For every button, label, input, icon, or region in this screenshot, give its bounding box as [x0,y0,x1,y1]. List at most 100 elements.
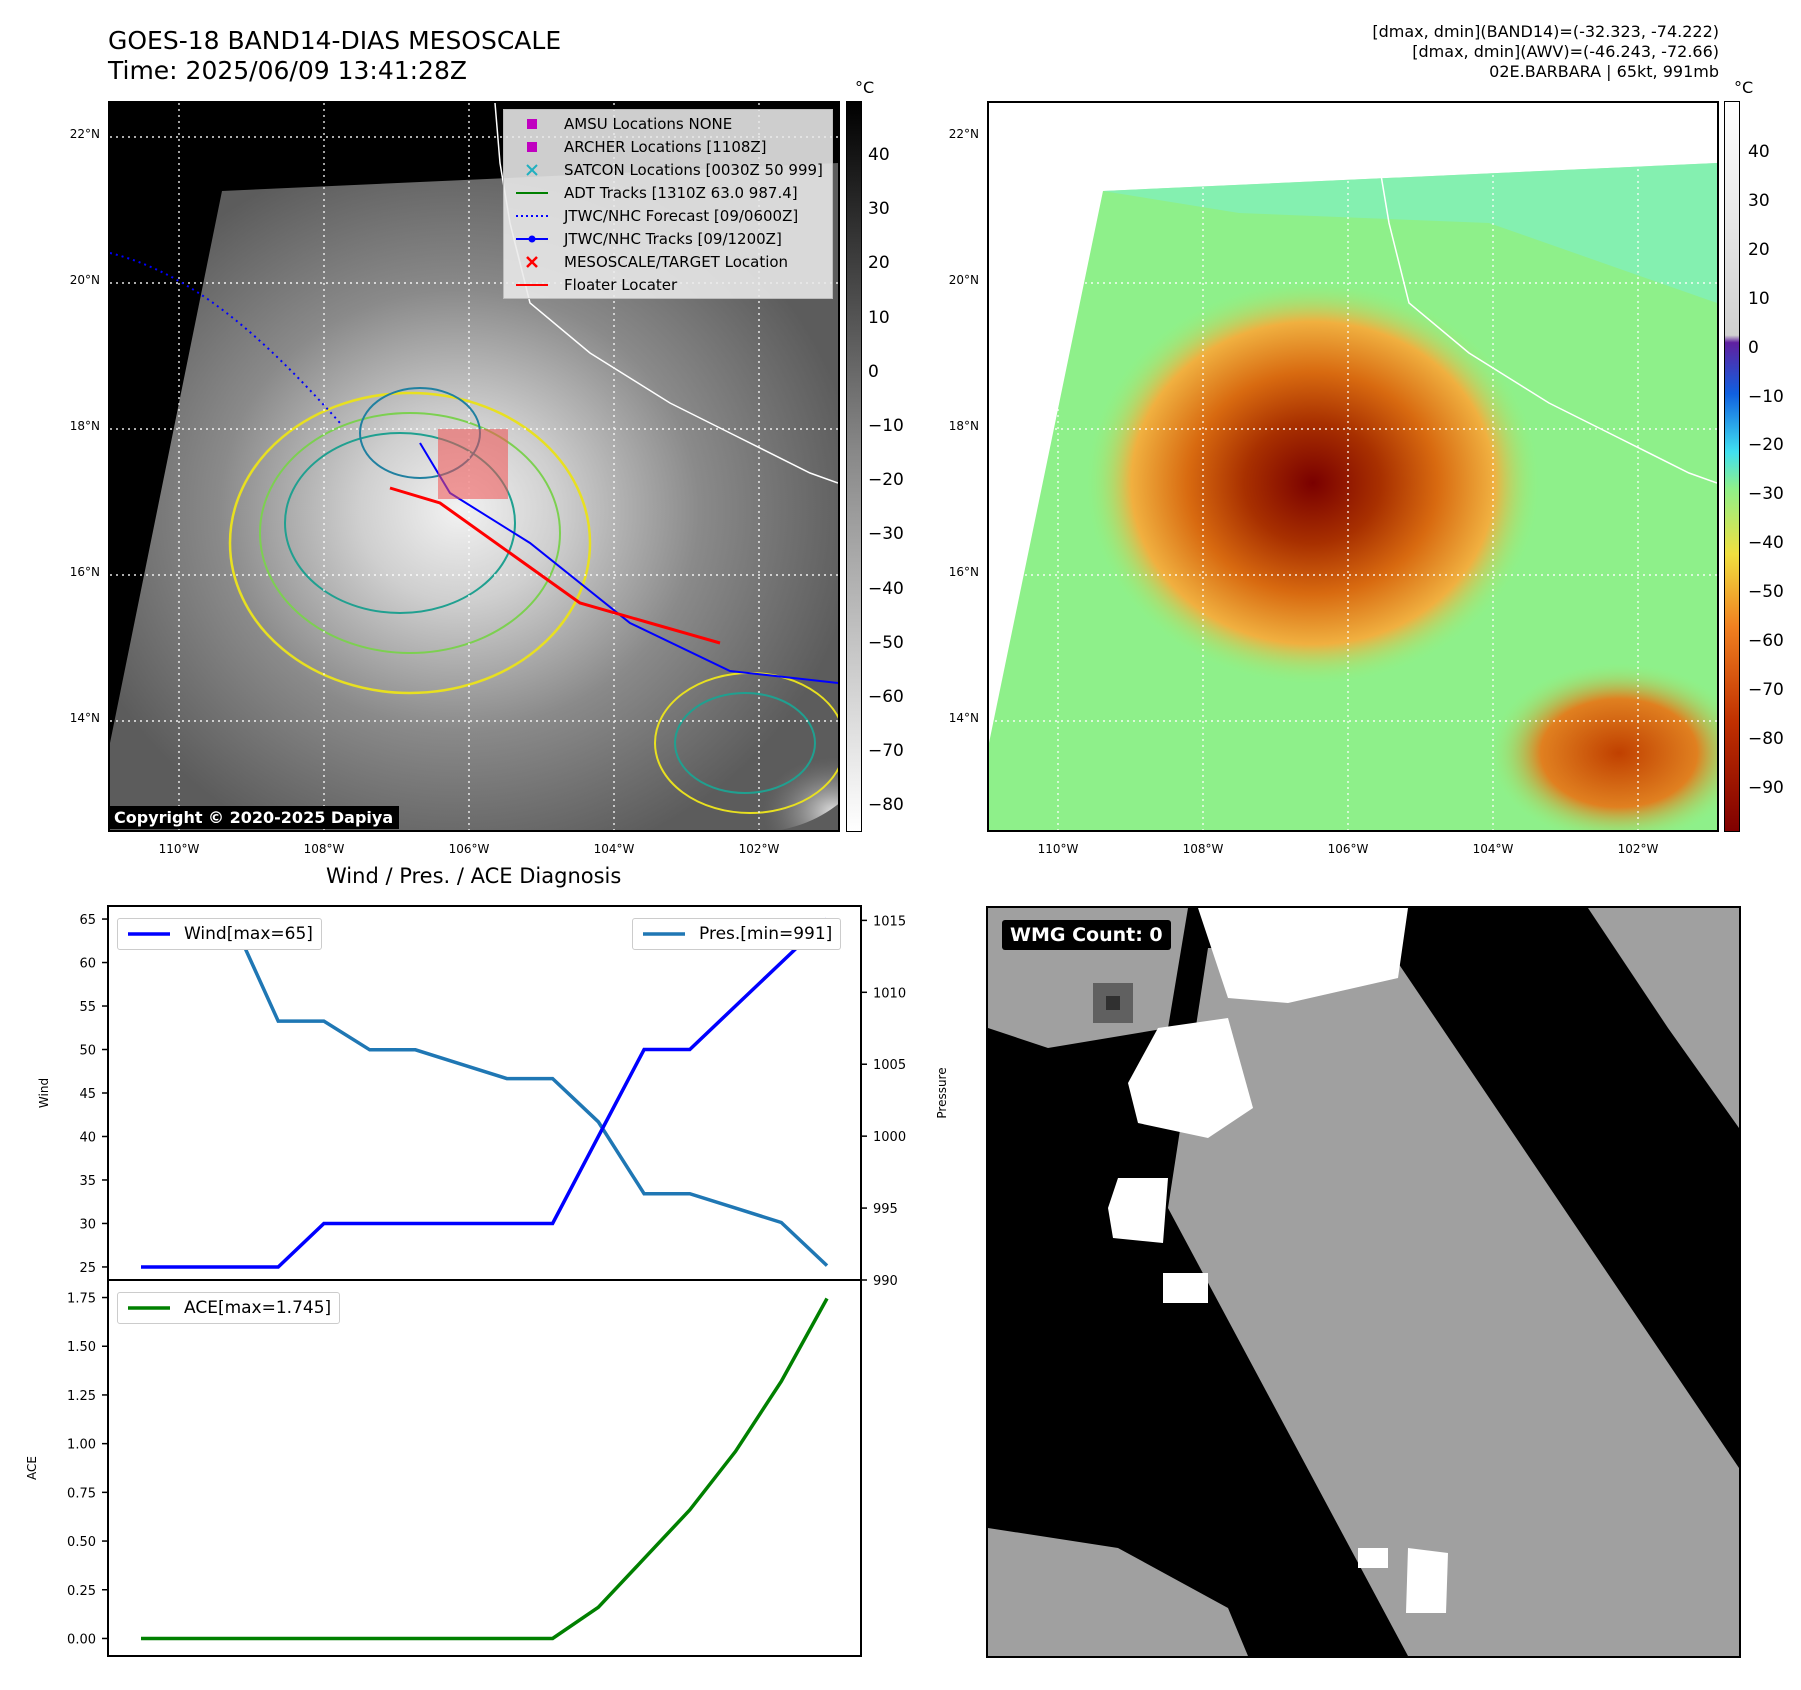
colorbar-tick-label: 20 [868,253,890,274]
white-left-1 [1128,1018,1253,1138]
lon-label: 106°W [448,842,490,856]
southeast-convection [1489,663,1717,830]
legend-item-tracks: JTWC/NHC Tracks [09/1200Z] [514,228,782,250]
ace-y-ticks: 0.00 0.25 0.50 0.75 1.00 1.25 1.50 1.75 [67,1292,108,1647]
colorbar-tick-label: −90 [1748,777,1784,798]
title-line-2: Time: 2025/06/09 13:41:28Z [108,56,467,85]
legend-item-archer: ARCHER Locations [1108Z] [514,136,767,158]
y-tick-label: 995 [873,1202,898,1217]
colorbar-tick-label: 10 [868,307,890,328]
y-tick-label: 0.50 [67,1535,96,1550]
line-icon [128,932,170,936]
colorbar-tick-label: −20 [868,470,904,491]
y-tick-label: 45 [79,1087,96,1102]
colorbar-tick-label: −80 [1748,728,1784,749]
lon-label: 104°W [1472,842,1514,856]
colorbar-tick-label: −20 [1748,435,1784,456]
lon-label: 110°W [158,842,200,856]
y-tick-label: 50 [79,1044,96,1059]
square-icon [514,137,550,157]
lat-label: 20°N [69,273,100,287]
white-bottom [1406,1548,1448,1613]
wmg-image [988,908,1739,1656]
copyright-label: Copyright © 2020-2025 Dapiya [108,806,400,829]
colorbar-right-unit: °C [1734,78,1754,97]
wmg-panel [986,906,1741,1658]
lon-label: 102°W [738,842,780,856]
diagnosis-title: Wind / Pres. / ACE Diagnosis [326,864,622,888]
lat-label: 14°N [69,711,100,725]
info-block: [dmax, dmin](BAND14)=(-32.323, -74.222) … [1372,22,1719,82]
awv-map [989,103,1717,830]
gray-bottom-left [988,1528,1248,1656]
line-icon [514,275,550,295]
pressure-legend: Pres.[min=991] [632,918,842,950]
pressure-y-ticks: 990 995 1000 1005 1010 1015 [861,914,906,1289]
colorbar-tick-label: 0 [1748,337,1759,358]
colorbar-tick-label: −60 [868,687,904,707]
lat-label: 16°N [69,565,100,579]
y-tick-label: 30 [79,1217,96,1232]
lat-label: 22°N [69,127,100,141]
y-tick-label: 25 [79,1261,96,1276]
colorbar-tick-label: 0 [868,361,879,382]
pressure-y-label: Pressure [935,1067,949,1118]
colorbar-tick-label: 10 [1748,288,1770,309]
colorbar-tick-label: −70 [1748,679,1784,700]
colorbar-tick-label: −10 [1748,386,1784,407]
y-tick-label: 1.75 [67,1292,96,1307]
colorbar-tick-label: −40 [1748,533,1784,554]
lat-label: 20°N [948,273,979,287]
square-icon [514,114,550,134]
ace-y-label: ACE [25,1456,39,1480]
diagnosis-chart: 25 30 35 40 45 50 55 60 65 990 995 1000 1005 1010 101… [25,905,949,1657]
info-line-1: [dmax, dmin](BAND14)=(-32.323, -74.222) [1372,22,1719,41]
line-icon [128,1306,170,1310]
lat-label: 16°N [948,565,979,579]
floater-track [389,486,721,645]
target-box [438,429,508,499]
colorbar-right [1724,101,1740,832]
white-bottom-small [1358,1548,1388,1568]
lon-label: 106°W [1327,842,1369,856]
y-tick-label: 1.25 [67,1389,96,1404]
y-tick-label: 0.00 [67,1632,96,1647]
y-tick-label: 40 [79,1130,96,1145]
ace-legend: ACE[max=1.745] [117,1292,341,1324]
lat-label: 18°N [948,419,979,433]
secondary-cloud [630,653,838,830]
gray-band [1168,948,1739,1656]
colorbar-left-unit: °C [855,78,875,97]
colorbar-tick-label: −70 [868,741,904,762]
y-tick-label: 0.25 [67,1584,96,1599]
line-icon [514,183,550,203]
dark-core [1106,996,1120,1010]
info-line-2: [dmax, dmin](AWV)=(-46.243, -72.66) [1412,42,1719,61]
wind-y-label: Wind [37,1078,51,1108]
ace-series-line [141,1297,829,1641]
wind-series-line [141,917,829,1269]
colorbar-tick-label: −40 [868,578,904,599]
wmg-count-label: WMG Count: 0 [1002,920,1171,950]
lat-label: 18°N [69,419,100,433]
y-tick-label: 65 [79,913,96,928]
y-tick-label: 60 [79,957,96,972]
figure-title: GOES-18 BAND14-DIAS MESOSCALE Time: 2025… [108,26,561,86]
colorbar-tick-label: 30 [1748,190,1770,211]
colorbar-tick-label: −10 [868,416,904,436]
lat-label: 22°N [948,127,979,141]
lon-label: 104°W [593,842,635,856]
colorbar-tick-label: −50 [1748,582,1784,603]
colorbar-tick-label: −80 [868,795,904,816]
x-marker-icon [514,252,550,272]
wind-legend: Wind[max=65] [117,918,322,950]
info-line-3: 02E.BARBARA | 65kt, 991mb [1489,62,1719,81]
y-tick-label: 1.50 [67,1340,96,1355]
ace-axes [107,1279,862,1657]
lat-label: 14°N [948,711,979,725]
y-tick-label: 55 [79,1000,96,1015]
dotted-line-icon [514,206,550,226]
legend-item-floater: Floater Locater [514,274,677,296]
white-top [1198,908,1408,1003]
y-tick-label: 1015 [873,914,906,929]
